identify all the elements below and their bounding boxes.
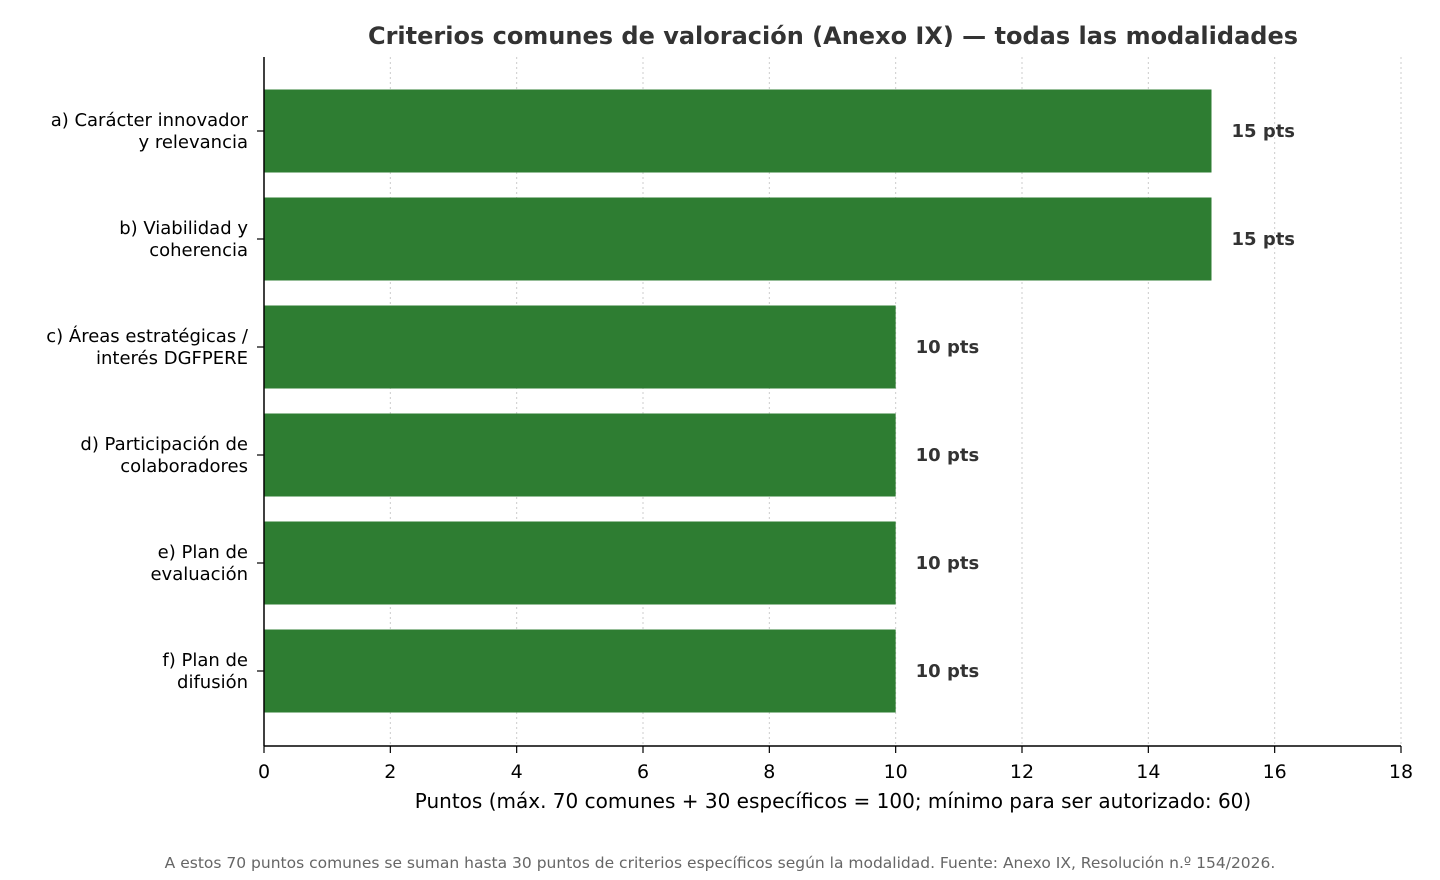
x-axis-ticks: 0 2 4 6 8 10 12 14 16 18 xyxy=(258,746,1413,783)
data-label-0: 15 pts xyxy=(1232,121,1296,142)
y-tick-label-5: f) Plan de difusión xyxy=(162,650,248,693)
bar-2 xyxy=(264,305,896,389)
data-label-1: 15 pts xyxy=(1232,229,1296,250)
y-axis-ticks: a) Carácter innovador y relevancia b) Viab… xyxy=(46,110,264,693)
chart-footnote: A estos 70 puntos comunes se suman hasta… xyxy=(164,854,1276,872)
chart-title: Criterios comunes de valoración (Anexo I… xyxy=(368,22,1298,50)
y-tick-label-0: a) Carácter innovador y relevancia xyxy=(51,110,249,153)
y-tick-label-1: b) Viabilidad y coherencia xyxy=(119,218,248,261)
bars xyxy=(264,89,1212,713)
data-label-4: 10 pts xyxy=(916,553,980,574)
x-tick-label-10: 10 xyxy=(884,761,908,783)
x-tick-label-14: 14 xyxy=(1136,761,1160,783)
x-axis-title: Puntos (máx. 70 comunes + 30 específicos… xyxy=(415,789,1251,813)
bar-0 xyxy=(264,89,1212,173)
data-label-3: 10 pts xyxy=(916,445,980,466)
y-tick-label-2: c) Áreas estratégicas / interés DGFPERE xyxy=(46,325,249,369)
x-tick-label-2: 2 xyxy=(384,761,396,783)
x-tick-label-16: 16 xyxy=(1263,761,1287,783)
bar-3 xyxy=(264,413,896,497)
x-tick-label-4: 4 xyxy=(511,761,523,783)
data-label-5: 10 pts xyxy=(916,661,980,682)
y-tick-label-4: e) Plan de evaluación xyxy=(150,542,248,585)
axes xyxy=(263,57,1401,747)
x-tick-label-8: 8 xyxy=(763,761,775,783)
x-tick-label-12: 12 xyxy=(1010,761,1034,783)
x-tick-label-6: 6 xyxy=(637,761,649,783)
bar-1 xyxy=(264,197,1212,281)
bar-4 xyxy=(264,521,896,605)
data-labels: 15 pts 15 pts 10 pts 10 pts 10 pts 10 pts xyxy=(916,121,1295,682)
bar-5 xyxy=(264,629,896,713)
data-label-2: 10 pts xyxy=(916,337,980,358)
x-tick-label-0: 0 xyxy=(258,761,270,783)
y-tick-label-3: d) Participación de colaboradores xyxy=(80,434,248,477)
x-tick-label-18: 18 xyxy=(1389,761,1413,783)
